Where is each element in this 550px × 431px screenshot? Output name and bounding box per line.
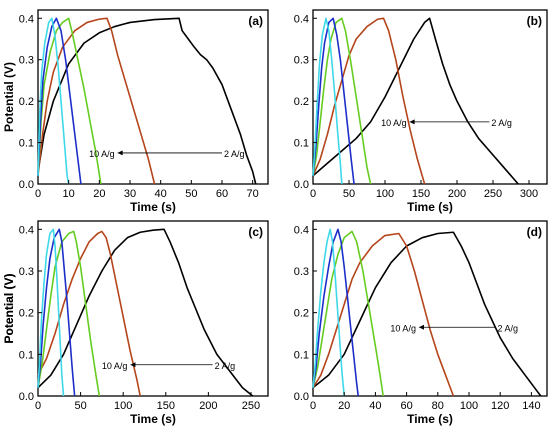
x-tick-label: 50 (185, 188, 197, 200)
chart-panel-3: 0 50 100 150 200 250 0.0 0.1 0.2 0.3 0.4 Time (s) Po… (2, 220, 269, 426)
panel-label: (d) (527, 225, 542, 239)
series-line-2 (37, 17, 156, 185)
x-tick-label: 100 (114, 400, 132, 412)
panel-label: (c) (248, 225, 263, 239)
annotation-left-label: 10 A/g (390, 323, 416, 333)
y-tick-label: 0.1 (19, 349, 34, 361)
annotation-left-label: 10 A/g (102, 361, 128, 371)
series-line-3 (312, 230, 384, 397)
series-line-3 (37, 230, 101, 397)
panel-label: (b) (527, 14, 542, 28)
x-tick-label: 0 (35, 400, 41, 412)
series-line-2 (312, 232, 455, 397)
y-tick-label: 0.0 (19, 391, 34, 403)
y-axis-title: Potential (V) (2, 273, 16, 343)
x-tick-label: 140 (522, 400, 540, 412)
series-line-2 (312, 17, 426, 185)
x-tick-label: 120 (491, 400, 509, 412)
y-tick-label: 0.2 (294, 308, 309, 320)
plot-frame (312, 220, 548, 397)
y-tick-label: 0.2 (294, 96, 309, 108)
x-tick-label: 40 (155, 188, 167, 200)
y-tick-label: 0.3 (19, 55, 34, 67)
annotation-left-label: 10 A/g (381, 118, 407, 128)
y-tick-label: 0.4 (294, 13, 309, 25)
annotation-right-label: 2 A/g (215, 361, 236, 371)
plot-frame (37, 220, 269, 397)
x-tick-label: 0 (35, 188, 41, 200)
y-tick-label: 0.1 (19, 138, 34, 150)
x-tick-label: 250 (242, 400, 260, 412)
series-line-3 (312, 17, 372, 185)
x-tick-label: 50 (343, 188, 355, 200)
annotation-arrow-head (130, 362, 136, 368)
series-line-1 (312, 231, 542, 397)
y-tick-label: 0.3 (19, 266, 34, 278)
plot-frame (37, 9, 269, 185)
series-line-5 (37, 17, 70, 185)
x-tick-label: 40 (369, 400, 381, 412)
x-tick-label: 300 (520, 188, 538, 200)
x-axis-title: Time (s) (407, 200, 453, 214)
annotation-arrow-head (409, 119, 415, 125)
series-line-1 (37, 228, 254, 397)
series-line-4 (312, 17, 355, 185)
chart-panel-4: 0 20 40 60 80 100 120 140 0.0 0.1 0.2 0.3 0.4 Time (s… (2, 220, 548, 426)
y-tick-label: 0.3 (294, 55, 309, 67)
x-tick-label: 200 (448, 188, 466, 200)
series-line-3 (37, 17, 102, 185)
y-tick-label: 0.1 (294, 349, 309, 361)
x-axis-title: Time (s) (407, 412, 453, 426)
x-tick-label: 0 (310, 188, 316, 200)
y-tick-label: 0.0 (294, 179, 309, 191)
y-tick-label: 0.4 (19, 13, 34, 25)
x-tick-label: 80 (432, 400, 444, 412)
y-tick-label: 0.3 (294, 266, 309, 278)
series-line-5 (312, 17, 343, 185)
series-line-5 (37, 228, 65, 397)
plot-frame (312, 9, 548, 185)
y-tick-label: 0.1 (294, 138, 309, 150)
series-line-1 (312, 17, 519, 185)
x-tick-label: 10 (63, 188, 75, 200)
x-tick-label: 60 (216, 188, 228, 200)
x-tick-label: 250 (484, 188, 502, 200)
series-line-4 (37, 17, 82, 185)
y-tick-label: 0.2 (19, 96, 34, 108)
y-tick-label: 0.4 (294, 224, 309, 236)
y-axis-title: Potential (V) (2, 62, 16, 132)
annotation-left-label: 10 A/g (89, 149, 115, 159)
x-tick-label: 100 (460, 400, 478, 412)
y-tick-label: 0.2 (19, 308, 34, 320)
annotation-arrow-head (418, 324, 424, 330)
x-tick-label: 20 (338, 400, 350, 412)
chart-panel-1: 0 10 20 30 40 50 60 70 0.0 0.1 0.2 0.3 0.4 Time (s) Po… (2, 9, 269, 214)
x-tick-label: 30 (124, 188, 136, 200)
annotation-right-label: 2 A/g (224, 149, 245, 159)
x-tick-label: 20 (93, 188, 105, 200)
x-tick-label: 150 (412, 188, 430, 200)
x-tick-label: 70 (247, 188, 259, 200)
series-line-4 (37, 228, 76, 397)
y-tick-label: 0.0 (19, 179, 34, 191)
annotation-right-label: 2 A/g (491, 118, 512, 128)
x-axis-title: Time (s) (130, 200, 176, 214)
x-tick-label: 150 (157, 400, 175, 412)
annotation-arrow-head (117, 150, 123, 156)
panel-label: (a) (248, 14, 263, 28)
annotation-right-label: 2 A/g (498, 323, 519, 333)
y-axis-title: Potential (V) (2, 273, 16, 343)
chart-panel-2: 0 50 100 150 200 250 300 0.0 0.1 0.2 0.3 0.4 Time (s… (294, 9, 548, 214)
series-line-5 (312, 228, 345, 397)
x-tick-label: 200 (199, 400, 217, 412)
x-axis-title: Time (s) (130, 412, 176, 426)
x-tick-label: 50 (74, 400, 86, 412)
series-line-4 (312, 228, 360, 397)
x-tick-label: 100 (376, 188, 394, 200)
y-tick-label: 0.4 (19, 224, 34, 236)
x-tick-label: 0 (310, 400, 316, 412)
x-tick-label: 60 (400, 400, 412, 412)
y-tick-label: 0.0 (294, 391, 309, 403)
